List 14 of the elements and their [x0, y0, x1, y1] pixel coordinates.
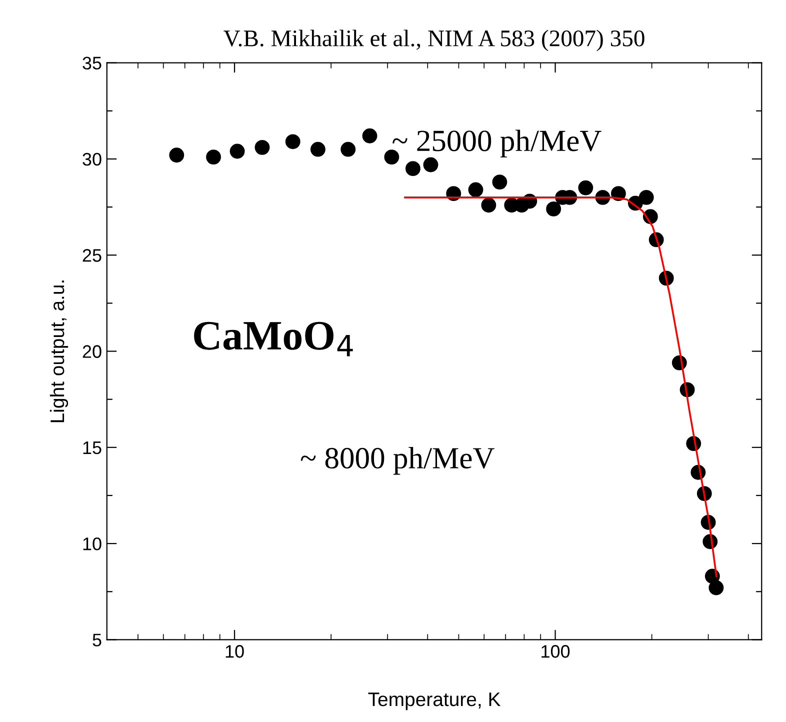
y-tick-label: 5	[92, 634, 102, 646]
x-axis-title: Temperature, K	[368, 692, 501, 710]
y-tick-label: 30	[82, 152, 102, 166]
annotation: ~ 8000 ph/MeV	[300, 447, 494, 475]
y-tick-label: 35	[82, 56, 102, 70]
y-tick-label: 15	[83, 442, 102, 454]
x-tick-label: 100	[542, 645, 570, 658]
y-axis-title: Light output, a.u.	[50, 280, 68, 422]
y-tick-label: 10	[83, 537, 102, 550]
y-tick-label: 20	[82, 345, 102, 358]
y-tick-label: 25	[82, 249, 102, 262]
chart-title: V.B. Mikhailik et al., NIM A 583 (2007) 350	[224, 30, 644, 52]
annotation: ~ 25000 ph/MeV	[392, 130, 602, 158]
annotation: CaMoO$_{4}$	[194, 322, 353, 356]
